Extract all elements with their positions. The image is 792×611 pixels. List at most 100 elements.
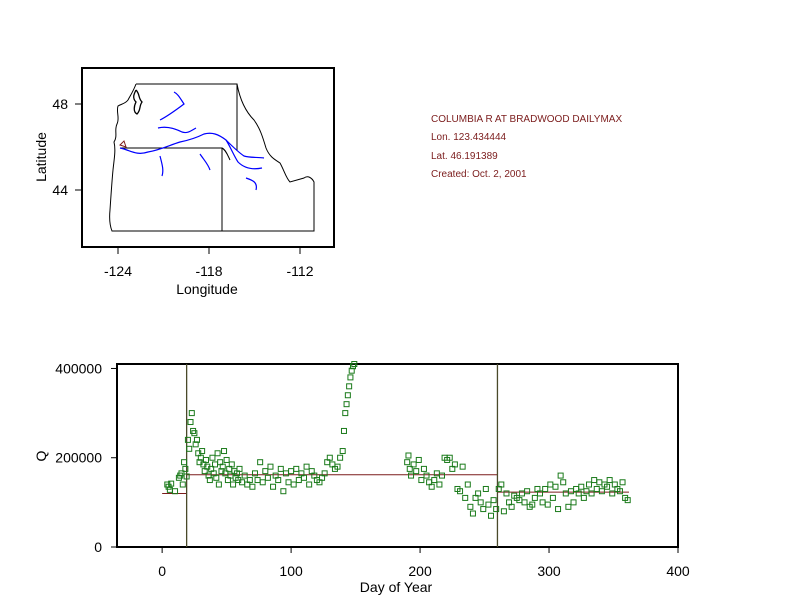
data-point <box>459 463 466 470</box>
data-point <box>347 374 354 381</box>
data-point <box>182 465 189 472</box>
data-point <box>259 479 266 486</box>
plot-ylabel: Q <box>33 450 49 461</box>
data-point <box>467 503 474 510</box>
data-point <box>188 410 195 417</box>
data-point <box>241 472 248 479</box>
data-point <box>549 494 556 501</box>
data-point <box>529 501 536 508</box>
data-point <box>606 477 613 484</box>
map-ylabel: Latitude <box>33 132 49 182</box>
data-point <box>609 490 616 497</box>
data-point <box>415 456 422 463</box>
data-point <box>340 427 347 434</box>
data-point <box>557 472 564 479</box>
data-point <box>209 454 216 461</box>
data-point <box>187 419 194 426</box>
data-point <box>531 494 538 501</box>
data-point <box>446 454 453 461</box>
map-ytick-44: 44 <box>52 182 68 198</box>
data-point <box>223 456 230 463</box>
data-point <box>275 477 282 484</box>
data-point <box>431 477 438 484</box>
data-point <box>413 468 420 475</box>
puget-sound <box>133 89 143 115</box>
data-point <box>420 465 427 472</box>
data-point <box>206 477 213 484</box>
data-point <box>555 506 562 513</box>
data-point <box>199 448 206 455</box>
data-point <box>193 436 200 443</box>
data-point <box>219 463 226 470</box>
data-point <box>524 488 531 495</box>
data-point <box>267 463 274 470</box>
data-point <box>346 383 353 390</box>
data-point <box>303 463 310 470</box>
data-point <box>214 450 221 457</box>
data-point <box>580 494 587 501</box>
rivers <box>119 91 265 191</box>
data-point <box>451 461 458 468</box>
x-ticks: 0 100 200 300 400 <box>158 547 690 579</box>
data-point <box>404 459 411 466</box>
state-boundaries <box>109 83 315 232</box>
data-point <box>264 474 271 481</box>
data-point <box>257 459 264 466</box>
data-point <box>475 490 482 497</box>
data-point <box>213 474 220 481</box>
data-point <box>542 485 549 492</box>
xtick-label: 0 <box>158 563 166 579</box>
map-ytick-48: 48 <box>52 96 68 112</box>
data-point <box>405 452 412 459</box>
vline-layer <box>185 364 499 547</box>
data-point <box>339 448 346 455</box>
data-point <box>521 499 528 506</box>
data-point <box>202 456 209 463</box>
data-point <box>342 410 349 417</box>
data-point <box>228 461 235 468</box>
data-point <box>251 470 258 477</box>
map-ticks <box>75 103 301 254</box>
data-point <box>262 468 269 475</box>
data-point <box>343 401 350 408</box>
data-point <box>178 470 185 477</box>
data-point <box>588 490 595 497</box>
data-point <box>301 474 307 481</box>
data-point <box>423 472 430 479</box>
data-point <box>469 510 476 517</box>
data-point <box>436 481 443 488</box>
created-date: Created: Oct. 2, 2001 <box>431 169 527 180</box>
data-point <box>508 503 515 510</box>
info-block: COLUMBIA R AT BRADWOOD DAILYMAX Lon. 123… <box>431 114 622 180</box>
ytick-label: 400000 <box>55 360 102 376</box>
data-point <box>485 501 492 508</box>
data-point <box>280 488 287 495</box>
data-point <box>351 361 358 367</box>
data-point <box>477 499 484 506</box>
data-point <box>488 512 494 519</box>
data-point <box>616 488 623 495</box>
data-point <box>321 470 328 477</box>
station-lat: Lat. 46.191389 <box>431 151 498 162</box>
data-point <box>236 465 243 472</box>
data-point <box>428 483 435 490</box>
data-point <box>277 465 284 472</box>
data-point <box>406 465 413 472</box>
data-point <box>464 481 471 488</box>
data-point <box>482 485 489 492</box>
data-point <box>246 477 253 484</box>
data-point <box>575 490 582 497</box>
plot-frame <box>116 363 679 548</box>
data-point <box>586 481 593 488</box>
map-xtick-minus112: -112 <box>287 263 314 279</box>
data-point <box>290 481 297 488</box>
data-point <box>578 483 585 490</box>
ytick-label: 0 <box>94 539 102 555</box>
data-point <box>192 441 199 448</box>
data-point <box>337 454 344 461</box>
map-xtick-minus124: -124 <box>104 263 132 279</box>
ytick-label: 200000 <box>55 450 102 466</box>
data-point <box>410 461 417 468</box>
data-point <box>293 465 300 472</box>
